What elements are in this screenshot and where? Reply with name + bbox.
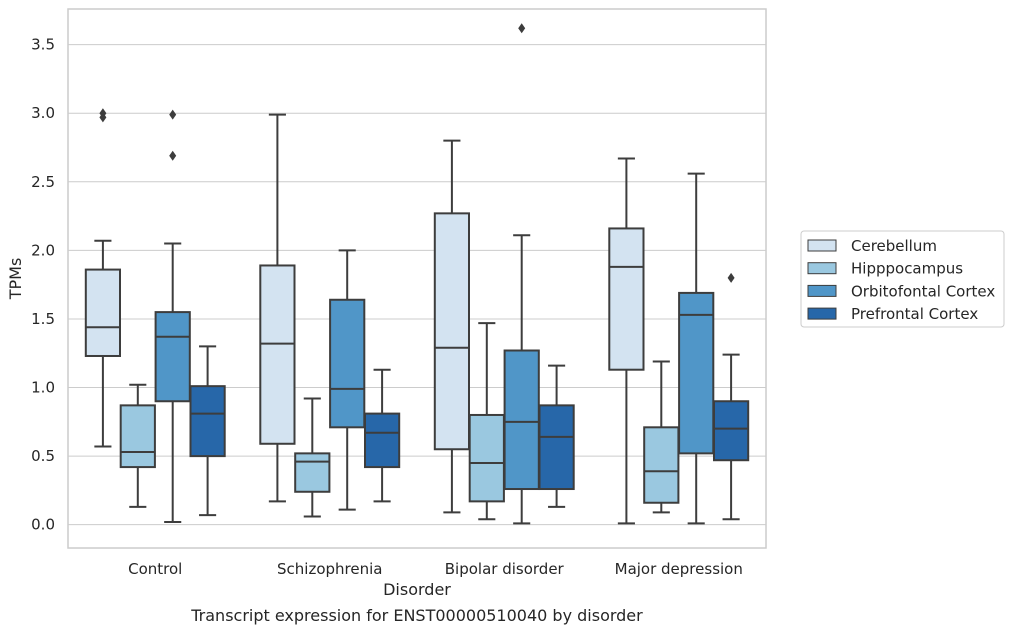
- box-iqr: [468, 413, 505, 503]
- chart-caption: Transcript expression for ENST0000051004…: [191, 606, 643, 625]
- legend-swatch: [807, 262, 837, 275]
- x-axis-label: Disorder: [383, 580, 451, 599]
- y-tick-label: 3.0: [31, 104, 55, 122]
- x-tick-label: Schizophrenia: [277, 560, 382, 578]
- box-iqr: [433, 212, 471, 451]
- outlier-point: [169, 150, 177, 161]
- legend-label: Cerebellum: [851, 237, 937, 255]
- box-iqr: [84, 268, 122, 357]
- legend-box: [800, 230, 1005, 328]
- box-iqr: [678, 291, 715, 455]
- outlier-point: [99, 108, 107, 119]
- box-iqr: [154, 311, 191, 403]
- y-tick-label: 3.5: [31, 36, 55, 54]
- y-tick-label: 2.5: [31, 173, 55, 191]
- x-tick-label: Major depression: [615, 560, 743, 578]
- legend-label: Prefrontal Cortex: [851, 305, 978, 323]
- plot-frame: [67, 8, 767, 549]
- outlier-point: [169, 109, 177, 120]
- y-tick-label: 2.0: [31, 241, 55, 259]
- legend-label: Orbitofontal Cortex: [851, 282, 995, 300]
- box-iqr: [538, 404, 575, 491]
- box-iqr: [503, 349, 540, 491]
- outlier-point: [518, 23, 526, 34]
- x-tick-label: Bipolar disorder: [445, 560, 565, 578]
- box-iqr: [294, 452, 331, 493]
- legend-swatch: [807, 239, 837, 252]
- x-tick-label: Control: [128, 560, 182, 578]
- box-iqr: [259, 264, 296, 445]
- legend-swatch: [807, 284, 837, 297]
- box-iqr: [608, 227, 645, 371]
- legend-swatch: [807, 307, 837, 320]
- y-tick-label: 1.5: [31, 310, 55, 328]
- box-iqr: [119, 404, 156, 469]
- outlier-point: [727, 272, 735, 283]
- y-axis-label: TPMs: [6, 258, 25, 301]
- box-iqr: [363, 412, 401, 469]
- y-tick-label: 0.0: [31, 516, 55, 534]
- y-tick-label: 0.5: [31, 447, 55, 465]
- box-iqr: [643, 426, 680, 504]
- box-iqr: [189, 385, 226, 458]
- legend-label: Hipppocampus: [851, 260, 963, 278]
- box-iqr: [329, 298, 366, 429]
- box-iqr: [712, 400, 750, 462]
- y-tick-label: 1.0: [31, 379, 55, 397]
